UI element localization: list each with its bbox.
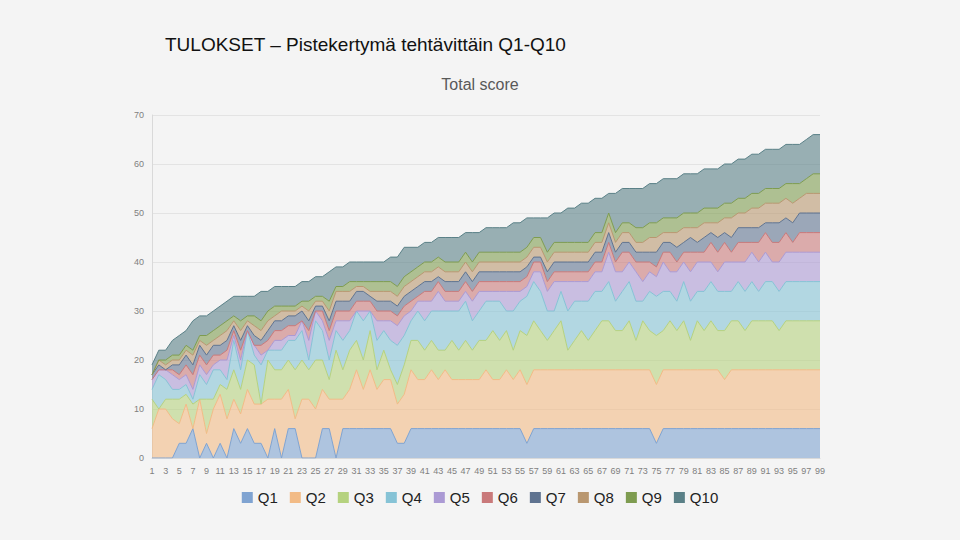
svg-text:69: 69 [611, 466, 621, 476]
svg-text:33: 33 [365, 466, 375, 476]
svg-text:43: 43 [433, 466, 443, 476]
svg-text:35: 35 [379, 466, 389, 476]
svg-text:29: 29 [338, 466, 348, 476]
svg-text:19: 19 [270, 466, 280, 476]
svg-text:Q1: Q1 [258, 489, 278, 506]
svg-text:23: 23 [297, 466, 307, 476]
svg-text:TULOKSET – Pistekertymä tehtäv: TULOKSET – Pistekertymä tehtävittäin Q1-… [165, 34, 566, 55]
svg-text:Q3: Q3 [354, 489, 374, 506]
svg-text:63: 63 [570, 466, 580, 476]
svg-text:31: 31 [351, 466, 361, 476]
svg-text:61: 61 [556, 466, 566, 476]
svg-text:75: 75 [651, 466, 661, 476]
svg-text:21: 21 [283, 466, 293, 476]
svg-text:99: 99 [815, 466, 825, 476]
svg-text:77: 77 [665, 466, 675, 476]
svg-text:65: 65 [583, 466, 593, 476]
svg-text:49: 49 [474, 466, 484, 476]
svg-text:Q4: Q4 [402, 489, 422, 506]
svg-text:41: 41 [420, 466, 430, 476]
svg-text:81: 81 [692, 466, 702, 476]
svg-text:89: 89 [747, 466, 757, 476]
svg-text:39: 39 [406, 466, 416, 476]
svg-text:87: 87 [733, 466, 743, 476]
svg-text:47: 47 [461, 466, 471, 476]
svg-text:17: 17 [256, 466, 266, 476]
svg-text:57: 57 [529, 466, 539, 476]
svg-text:73: 73 [638, 466, 648, 476]
svg-text:51: 51 [488, 466, 498, 476]
svg-text:85: 85 [720, 466, 730, 476]
svg-text:9: 9 [204, 466, 209, 476]
svg-text:Q6: Q6 [498, 489, 518, 506]
svg-text:15: 15 [242, 466, 252, 476]
svg-text:79: 79 [679, 466, 689, 476]
svg-text:55: 55 [515, 466, 525, 476]
svg-text:1: 1 [149, 466, 154, 476]
svg-text:7: 7 [190, 466, 195, 476]
svg-text:95: 95 [788, 466, 798, 476]
svg-text:27: 27 [324, 466, 334, 476]
svg-text:83: 83 [706, 466, 716, 476]
svg-text:Q8: Q8 [594, 489, 614, 506]
svg-text:25: 25 [311, 466, 321, 476]
svg-text:91: 91 [760, 466, 770, 476]
svg-text:60: 60 [134, 159, 144, 169]
svg-text:30: 30 [134, 306, 144, 316]
svg-text:97: 97 [801, 466, 811, 476]
svg-text:67: 67 [597, 466, 607, 476]
svg-text:13: 13 [229, 466, 239, 476]
svg-text:53: 53 [501, 466, 511, 476]
svg-text:5: 5 [177, 466, 182, 476]
svg-text:Q9: Q9 [642, 489, 662, 506]
svg-text:Q2: Q2 [306, 489, 326, 506]
svg-text:50: 50 [134, 208, 144, 218]
svg-text:20: 20 [134, 355, 144, 365]
svg-text:71: 71 [624, 466, 634, 476]
svg-text:0: 0 [139, 453, 144, 463]
svg-text:Total score: Total score [441, 76, 518, 93]
svg-text:11: 11 [215, 466, 224, 476]
svg-text:45: 45 [447, 466, 457, 476]
svg-text:Q7: Q7 [546, 489, 566, 506]
svg-text:70: 70 [134, 110, 144, 120]
svg-text:Q5: Q5 [450, 489, 470, 506]
svg-text:10: 10 [134, 404, 144, 414]
svg-text:59: 59 [542, 466, 552, 476]
svg-text:3: 3 [163, 466, 168, 476]
svg-text:93: 93 [774, 466, 784, 476]
svg-text:Q10: Q10 [690, 489, 718, 506]
svg-text:40: 40 [134, 257, 144, 267]
svg-text:37: 37 [392, 466, 402, 476]
